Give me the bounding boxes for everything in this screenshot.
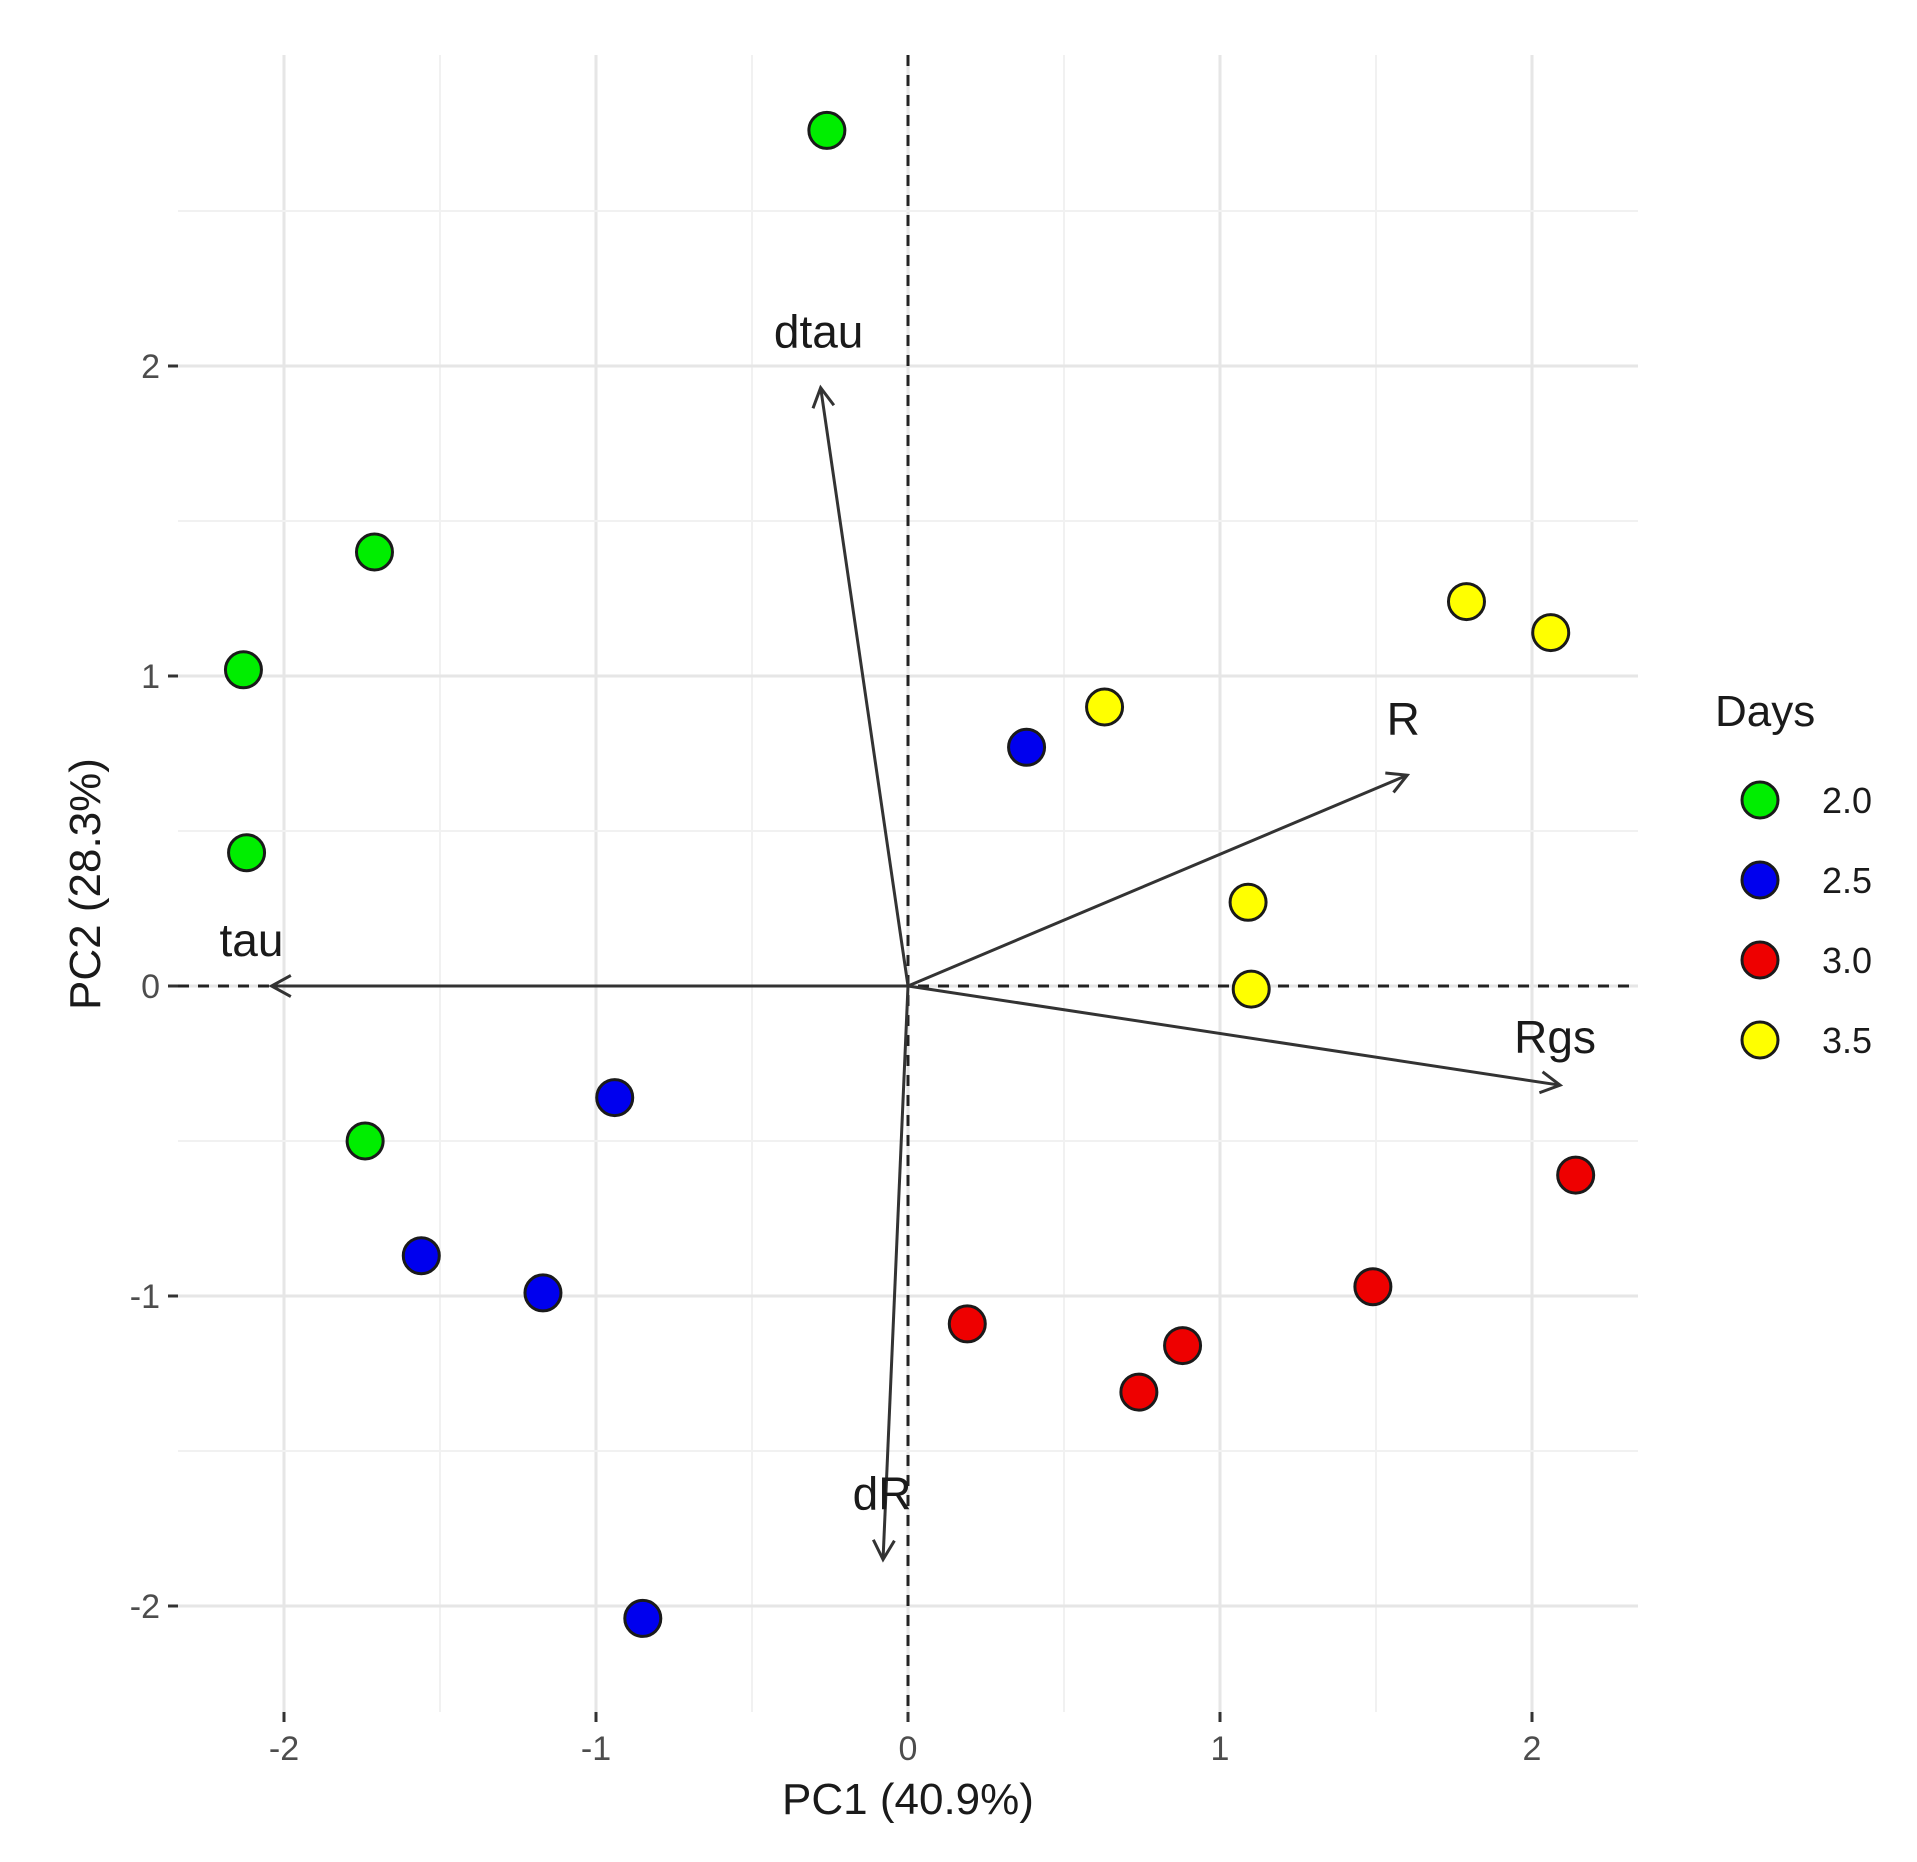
legend-key <box>1740 1020 1780 1060</box>
vector-label-r: R <box>1387 693 1420 745</box>
vector-arrowhead <box>1538 1070 1564 1095</box>
legend-key <box>1740 940 1780 980</box>
data-point-day-3.0 <box>1119 1372 1159 1412</box>
x-tick-label: -2 <box>269 1730 299 1768</box>
reference-lines <box>178 55 1638 1712</box>
vector-label-dtau: dtau <box>774 306 864 358</box>
legend-key <box>1740 860 1780 900</box>
data-point-day-2.0 <box>807 110 847 150</box>
data-point-day-3.5 <box>1085 687 1125 727</box>
x-axis-title: PC1 (40.9%) <box>782 1775 1034 1824</box>
data-point-day-2.0 <box>354 532 394 572</box>
x-tick-label: 0 <box>899 1730 918 1768</box>
vector-arrowhead <box>811 384 836 409</box>
vector-arrowhead <box>1385 771 1411 794</box>
legend: Days 2.0 2.5 3.0 3.5 <box>1715 687 1872 1061</box>
vector-dr <box>881 985 910 1560</box>
x-tick-label: 2 <box>1523 1730 1542 1768</box>
vector-label-dr: dR <box>853 1468 912 1520</box>
vector-label-rgs: Rgs <box>1514 1011 1596 1063</box>
legend-label: 3.5 <box>1822 1020 1872 1061</box>
vector-dtau <box>819 387 910 987</box>
y-tick-label: -1 <box>130 1278 160 1316</box>
data-point-day-2.5 <box>1007 727 1047 767</box>
y-tick-label: 0 <box>141 968 160 1006</box>
data-point-day-2.5 <box>595 1078 635 1118</box>
legend-label: 2.0 <box>1822 780 1872 821</box>
vector-rgs <box>907 984 1561 1087</box>
data-point-day-3.0 <box>947 1304 987 1344</box>
data-point-day-3.5 <box>1446 582 1486 622</box>
vector-arrowhead <box>871 1539 896 1563</box>
vector-arrowhead <box>268 974 292 998</box>
y-tick-label: -2 <box>130 1588 160 1626</box>
loading-vectors: tau dtau R Rgs dR <box>220 306 1596 1563</box>
data-point-day-2.0 <box>345 1121 385 1161</box>
x-tick-label: -1 <box>581 1730 611 1768</box>
legend-key <box>1740 780 1780 820</box>
data-point-day-2.5 <box>623 1598 663 1638</box>
data-point-day-2.5 <box>523 1273 563 1313</box>
y-axis-title: PC2 (28.3%) <box>61 758 110 1010</box>
vector-label-tau: tau <box>220 914 284 966</box>
data-point-day-3.0 <box>1163 1326 1203 1366</box>
y-tick-label: 1 <box>141 658 160 696</box>
legend-title: Days <box>1715 687 1815 736</box>
data-point-day-2.5 <box>401 1236 441 1276</box>
vector-r <box>907 773 1408 988</box>
data-point-day-2.0 <box>223 650 263 690</box>
data-point-day-3.5 <box>1231 969 1271 1009</box>
legend-label: 2.5 <box>1822 860 1872 901</box>
data-point-day-3.0 <box>1353 1267 1393 1307</box>
data-point-day-3.0 <box>1556 1155 1596 1195</box>
y-tick-label: 2 <box>141 348 160 386</box>
data-point-day-3.5 <box>1531 613 1571 653</box>
data-point-day-3.5 <box>1228 882 1268 922</box>
data-points <box>223 110 1596 1638</box>
axes: -2 -1 0 1 2 -2 -1 0 1 2 <box>130 348 1542 1768</box>
data-point-day-2.0 <box>227 833 267 873</box>
legend-label: 3.0 <box>1822 940 1872 981</box>
x-tick-label: 1 <box>1211 1730 1230 1768</box>
